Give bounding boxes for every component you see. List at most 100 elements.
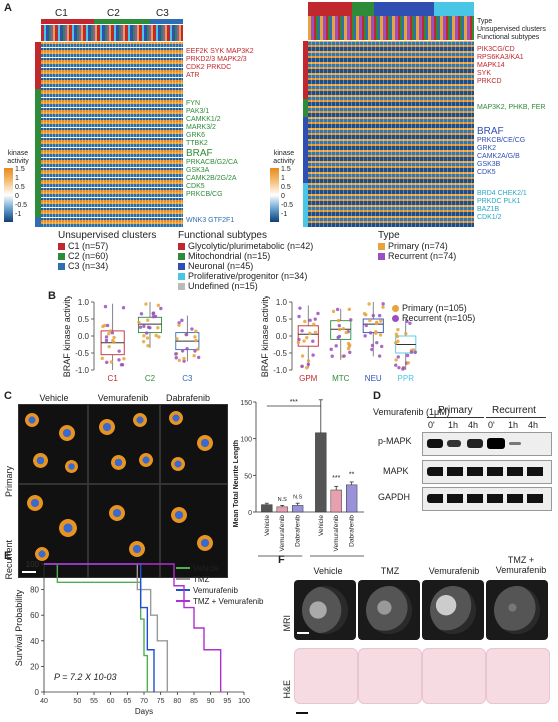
bar <box>315 432 327 513</box>
x-tick-label: PPR <box>398 374 415 383</box>
box <box>297 325 319 347</box>
data-point <box>153 314 158 319</box>
data-point <box>120 363 125 367</box>
data-point <box>192 354 196 358</box>
gene-labels-right-red: PIK3CG/CD RPS6KA3/KA1 MAPK14 SYK PRKCD <box>477 46 524 86</box>
survival-line <box>44 563 222 692</box>
gene-label: PAK3/1 <box>186 108 210 115</box>
data-point <box>375 340 379 345</box>
mri-combo <box>486 580 548 640</box>
legend-label: TMZ + Vemurafenib <box>193 597 264 606</box>
data-point <box>377 354 382 358</box>
bar <box>346 484 358 513</box>
data-point <box>311 353 315 357</box>
legend-entry: Primary (n=105) <box>392 303 475 313</box>
data-point <box>182 356 186 361</box>
f-col-tmz: TMZ <box>380 566 400 576</box>
data-point <box>347 307 351 312</box>
colorbar-tick: -1 <box>15 211 22 218</box>
data-point <box>394 358 398 362</box>
legend-entry: Mitochondrial (n=15) <box>178 251 378 261</box>
he-combo <box>486 648 550 704</box>
x-tick-label: C1 <box>108 374 119 383</box>
data-point <box>139 312 144 316</box>
type-label-gpm: GPM <box>310 4 333 15</box>
blot-mapk <box>422 460 552 484</box>
data-point <box>117 349 121 353</box>
data-point <box>112 340 116 344</box>
legend-swatch <box>378 253 385 260</box>
data-point <box>110 331 115 335</box>
gene-label: CDK2 PRKDC <box>186 64 232 71</box>
f-row-he: H&E <box>282 680 292 699</box>
cluster-label-c2: C2 <box>107 8 120 19</box>
data-point <box>308 331 312 336</box>
panel-label-c: C <box>4 390 12 402</box>
colorbar-tick: -1 <box>281 211 288 218</box>
d-treatment-label: Vemurafenib (1μM) <box>373 407 450 417</box>
row-label-primary-text: Primary <box>4 466 14 497</box>
data-point <box>405 319 409 323</box>
colorbar-title-left: kinase activity <box>7 150 29 165</box>
micrograph-primary-dabrafenib <box>160 404 228 484</box>
legend-swatch <box>58 263 65 270</box>
data-point <box>107 344 111 349</box>
he-vehicle <box>294 648 358 704</box>
data-point <box>157 335 161 339</box>
data-point <box>300 364 304 368</box>
f-col-vemurafenib: Vemurafenib <box>428 566 480 576</box>
legend-swatch <box>58 243 65 250</box>
legend-label: TMZ <box>193 575 210 584</box>
data-point <box>367 302 371 306</box>
type-bar-ppr <box>434 2 474 16</box>
data-point <box>379 319 383 323</box>
data-point <box>374 321 379 325</box>
gene-labels-right-blue: BRAF PRKCB/CE/CG GRK2 CAMK2A/G/B GSK3B C… <box>477 126 525 177</box>
data-point <box>405 353 410 358</box>
gene-label: MAPK14 <box>477 62 505 69</box>
colorbar-tick: 0.5 <box>15 184 25 191</box>
data-point <box>337 327 342 332</box>
gene-label: PRKCB/CG <box>186 191 223 198</box>
timepoint: 4h <box>468 420 479 430</box>
data-point <box>300 354 305 358</box>
significance-label: *** <box>290 399 298 406</box>
x-tick-label: 75 <box>157 698 165 705</box>
data-point <box>194 338 198 343</box>
gene-labels-left-red: EEF2K SYK MAP3K2 PRKD2/3 MAPK2/3 CDK2 PR… <box>186 48 254 80</box>
x-tick-label: 95 <box>223 698 231 705</box>
kinase-heatmap-right <box>308 41 474 227</box>
timepoint: 4h <box>528 420 539 430</box>
kinase-heatmap-left <box>41 42 183 227</box>
data-point <box>298 306 302 310</box>
row-group-ppr <box>303 183 308 227</box>
data-point <box>156 326 160 330</box>
x-tick-label: Vehicle <box>318 515 325 536</box>
data-point <box>313 330 318 335</box>
blot-pmapk <box>422 432 552 456</box>
data-point <box>174 352 178 356</box>
micrograph-recurrent-dabrafenib <box>160 484 228 578</box>
gene-label: CAMK2B/2G/2A <box>186 175 237 182</box>
legend-swatch <box>378 243 385 250</box>
data-point <box>335 307 340 312</box>
data-point <box>122 357 126 361</box>
gene-label: BRAF <box>186 148 213 159</box>
cluster-bar-c1 <box>41 19 94 24</box>
x-tick-label: Dabrafenib <box>295 515 302 547</box>
data-point <box>194 329 198 333</box>
gene-label: PRKD2/3 MAPK2/3 <box>186 56 247 63</box>
y-tick-label: 0.5 <box>276 315 288 324</box>
legend-entry: C1 (n=57) <box>58 241 178 251</box>
neurite-bars: 150 100 50 0 Vehicle Vemurafenib Dabrafenib Veh… <box>240 399 364 557</box>
legend-swatch <box>178 263 185 270</box>
panel-label-a: A <box>4 2 12 14</box>
c-ylabel: Mean Total Neurite Length <box>233 440 240 528</box>
data-point <box>344 330 348 335</box>
data-point <box>185 346 189 351</box>
data-point <box>177 358 182 363</box>
gene-label: CDK5 <box>186 183 205 190</box>
data-point <box>104 335 109 339</box>
survival-line <box>44 563 149 692</box>
x-tick-label: 60 <box>107 698 115 705</box>
